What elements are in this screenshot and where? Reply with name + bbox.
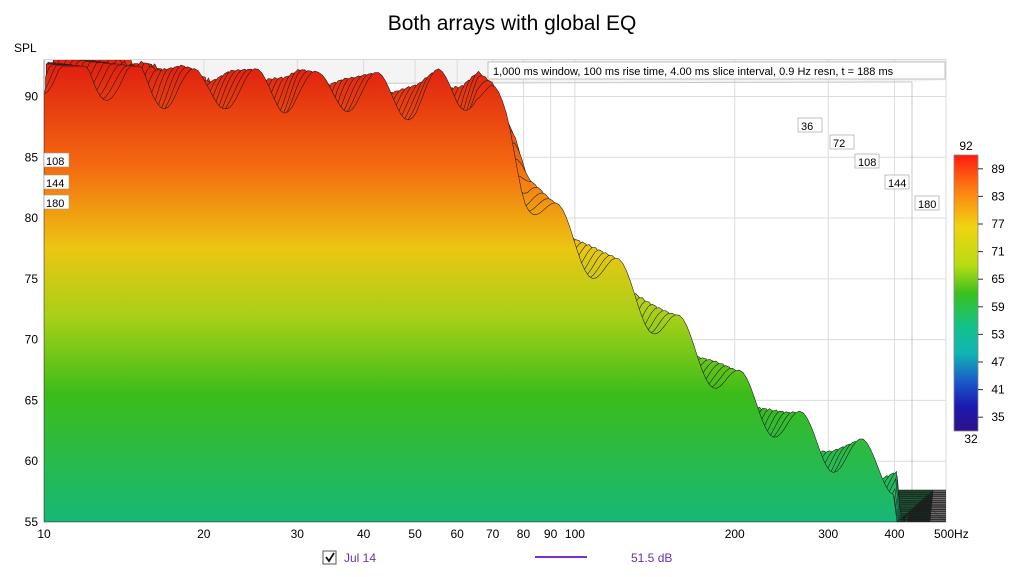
y-tick-label: 70 bbox=[25, 333, 39, 347]
chart-title: Both arrays with global EQ bbox=[388, 12, 637, 35]
slice-label-right: 144 bbox=[884, 174, 910, 190]
color-scale-top: 92 bbox=[959, 139, 973, 153]
y-tick-label: 75 bbox=[25, 272, 39, 286]
slice-time-label: 180 bbox=[46, 198, 64, 210]
x-tick-label: 90 bbox=[544, 527, 558, 541]
x-tick-label: 50 bbox=[408, 527, 422, 541]
x-tick-label: 80 bbox=[517, 527, 531, 541]
y-tick-label: 60 bbox=[25, 454, 39, 468]
slice-label-right: 180 bbox=[914, 195, 940, 211]
slice-time-label: 180 bbox=[918, 199, 936, 211]
y-tick-label: 80 bbox=[25, 211, 39, 225]
slice-label-right: 108 bbox=[854, 153, 880, 169]
slice-label-right: 36 bbox=[797, 117, 823, 133]
color-scale-label: 59 bbox=[991, 300, 1005, 314]
slice-time-label: 144 bbox=[888, 178, 906, 190]
x-tick-label: 10 bbox=[37, 527, 51, 541]
x-tick-label: 30 bbox=[291, 527, 305, 541]
color-scale-label: 89 bbox=[991, 162, 1005, 176]
color-scale-label: 83 bbox=[991, 189, 1005, 203]
y-tick-label: 65 bbox=[25, 393, 39, 407]
color-scale-label: 77 bbox=[991, 217, 1005, 231]
x-tick-label: 40 bbox=[357, 527, 371, 541]
slice-time-label: 144 bbox=[46, 178, 64, 190]
slice-label-left: 108 bbox=[43, 152, 70, 168]
x-tick-label: 100 bbox=[565, 527, 585, 541]
x-tick-label: 20 bbox=[197, 527, 211, 541]
x-tick-label: 60 bbox=[450, 527, 464, 541]
color-scale-label: 47 bbox=[991, 355, 1005, 369]
color-scale-label: 35 bbox=[991, 410, 1005, 424]
x-tick-label: 300 bbox=[818, 527, 838, 541]
color-scale-label: 65 bbox=[991, 272, 1005, 286]
legend-checkbox[interactable] bbox=[322, 550, 337, 565]
slice-label-left: 144 bbox=[43, 174, 70, 190]
slice-time-label: 108 bbox=[858, 157, 876, 169]
legend-series-name: Jul 14 bbox=[344, 551, 376, 565]
legend-value: 51.5 dB bbox=[631, 551, 672, 565]
y-axis-ticks: 55 60 65 70 75 80 85 90 bbox=[25, 89, 39, 529]
slice-time-label: 36 bbox=[801, 121, 813, 133]
waterfall-slice bbox=[44, 65, 946, 522]
slice-label-left: 180 bbox=[43, 194, 70, 210]
y-tick-label: 90 bbox=[25, 89, 39, 103]
color-scale-label: 53 bbox=[991, 327, 1005, 341]
y-tick-label: 85 bbox=[25, 150, 39, 164]
slice-time-label: 108 bbox=[46, 156, 64, 168]
slice-time-label: 72 bbox=[833, 138, 845, 150]
color-scale: 92 32 89 83 77 71 65 59 53 47 41 35 bbox=[953, 139, 1005, 446]
x-tick-label: 400 bbox=[885, 527, 905, 541]
color-scale-bottom: 32 bbox=[964, 432, 978, 446]
x-axis-ticks: 10 20 30 40 50 60 70 80 90 100 200 300 400 500Hz bbox=[37, 527, 968, 541]
info-text: 1,000 ms window, 100 ms rise time, 4.00 … bbox=[493, 66, 894, 78]
color-scale-label: 71 bbox=[991, 245, 1005, 259]
x-tick-label: 500Hz bbox=[934, 527, 969, 541]
y-tick-label: 55 bbox=[25, 515, 39, 529]
color-scale-label: 41 bbox=[991, 383, 1005, 397]
y-axis-label: SPL bbox=[14, 41, 37, 55]
x-tick-label: 70 bbox=[486, 527, 500, 541]
info-box: 1,000 ms window, 100 ms rise time, 4.00 … bbox=[487, 61, 946, 80]
x-tick-label: 200 bbox=[725, 527, 745, 541]
legend: Jul 14 51.5 dB bbox=[322, 550, 672, 565]
waterfall-surface bbox=[44, 60, 946, 522]
slice-label-right: 72 bbox=[829, 134, 855, 150]
slice-time-labels: 108 144 180 36 72 108 144 180 bbox=[43, 117, 940, 211]
